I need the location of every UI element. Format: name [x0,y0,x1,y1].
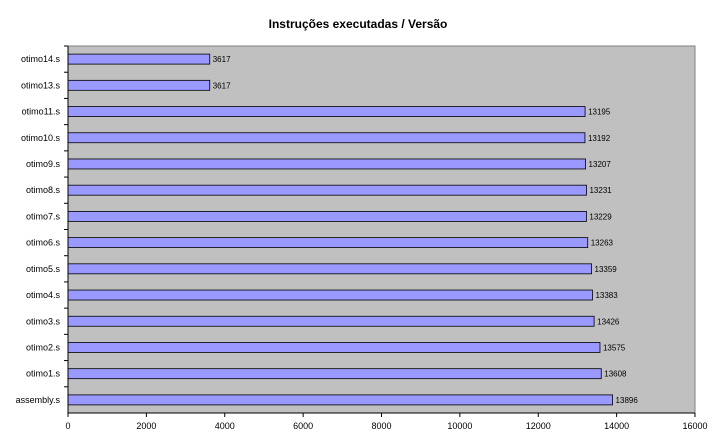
plot-area [67,45,696,414]
bar-otimo5-s [67,263,592,275]
category-label: otimo2.s [26,342,61,352]
x-tick-label: 12000 [526,421,551,431]
chart-title: Instruções executadas / Versão [269,17,448,31]
data-label: 13608 [604,370,627,379]
data-label: 13383 [595,291,618,300]
x-axis: 0 2000 4000 6000 8000 10000 12000 14000 16000 [65,46,708,431]
bar-otimo7-s [67,210,587,222]
data-label: 13207 [589,160,612,169]
data-label: 13229 [589,212,612,221]
data-label: 13195 [588,108,611,117]
bar-otimo8-s [67,184,587,196]
category-label: otimo10.s [21,133,61,143]
bar-otimo10-s [67,132,586,144]
x-tick-label: 0 [65,421,70,431]
category-label: otimo4.s [26,290,61,300]
data-label: 13426 [597,317,620,326]
data-label: 13359 [595,265,618,274]
bar-assembly-s [67,394,613,406]
category-label: otimo7.s [26,211,61,221]
category-label: assembly.s [16,395,61,405]
category-labels: otimo14.s otimo13.s otimo11.s otimo10.s otim… [16,45,68,405]
category-label: otimo1.s [26,369,61,379]
x-tick-label: 6000 [293,421,313,431]
data-label: 3617 [213,55,231,64]
category-label: otimo14.s [21,54,61,64]
x-tick-label: 2000 [136,421,156,431]
data-label: 13192 [588,134,611,143]
bar-otimo9-s [67,158,586,170]
bar-otimo2-s [67,342,601,353]
bars-group [67,53,613,406]
data-label: 3617 [213,81,231,90]
bar-otimo13-s [67,79,211,91]
bar-otimo6-s [67,237,589,249]
data-label: 13896 [616,396,639,405]
x-tick-label: 16000 [682,421,707,431]
data-label: 13575 [603,343,626,352]
category-label: otimo13.s [21,80,61,90]
bar-otimo14-s [67,53,211,65]
bar-otimo11-s [67,106,586,117]
bar-otimo1-s [67,368,602,380]
category-label: otimo5.s [26,264,61,274]
x-tick-label: 4000 [215,421,235,431]
category-label: otimo8.s [26,185,61,195]
data-labels: 3617 3617 13195 13192 13207 13231 13229 13263 13… [213,55,639,405]
x-tick-label: 8000 [371,421,391,431]
bar-otimo3-s [67,315,595,327]
x-tick-label: 14000 [604,421,629,431]
category-label: otimo9.s [26,159,61,169]
data-label: 13263 [591,239,614,248]
x-tick-label: 10000 [447,421,472,431]
bar-otimo4-s [67,289,593,301]
category-label: otimo11.s [22,107,61,117]
data-label: 13231 [589,186,612,195]
category-label: otimo3.s [26,316,61,326]
category-label: otimo6.s [26,238,61,248]
